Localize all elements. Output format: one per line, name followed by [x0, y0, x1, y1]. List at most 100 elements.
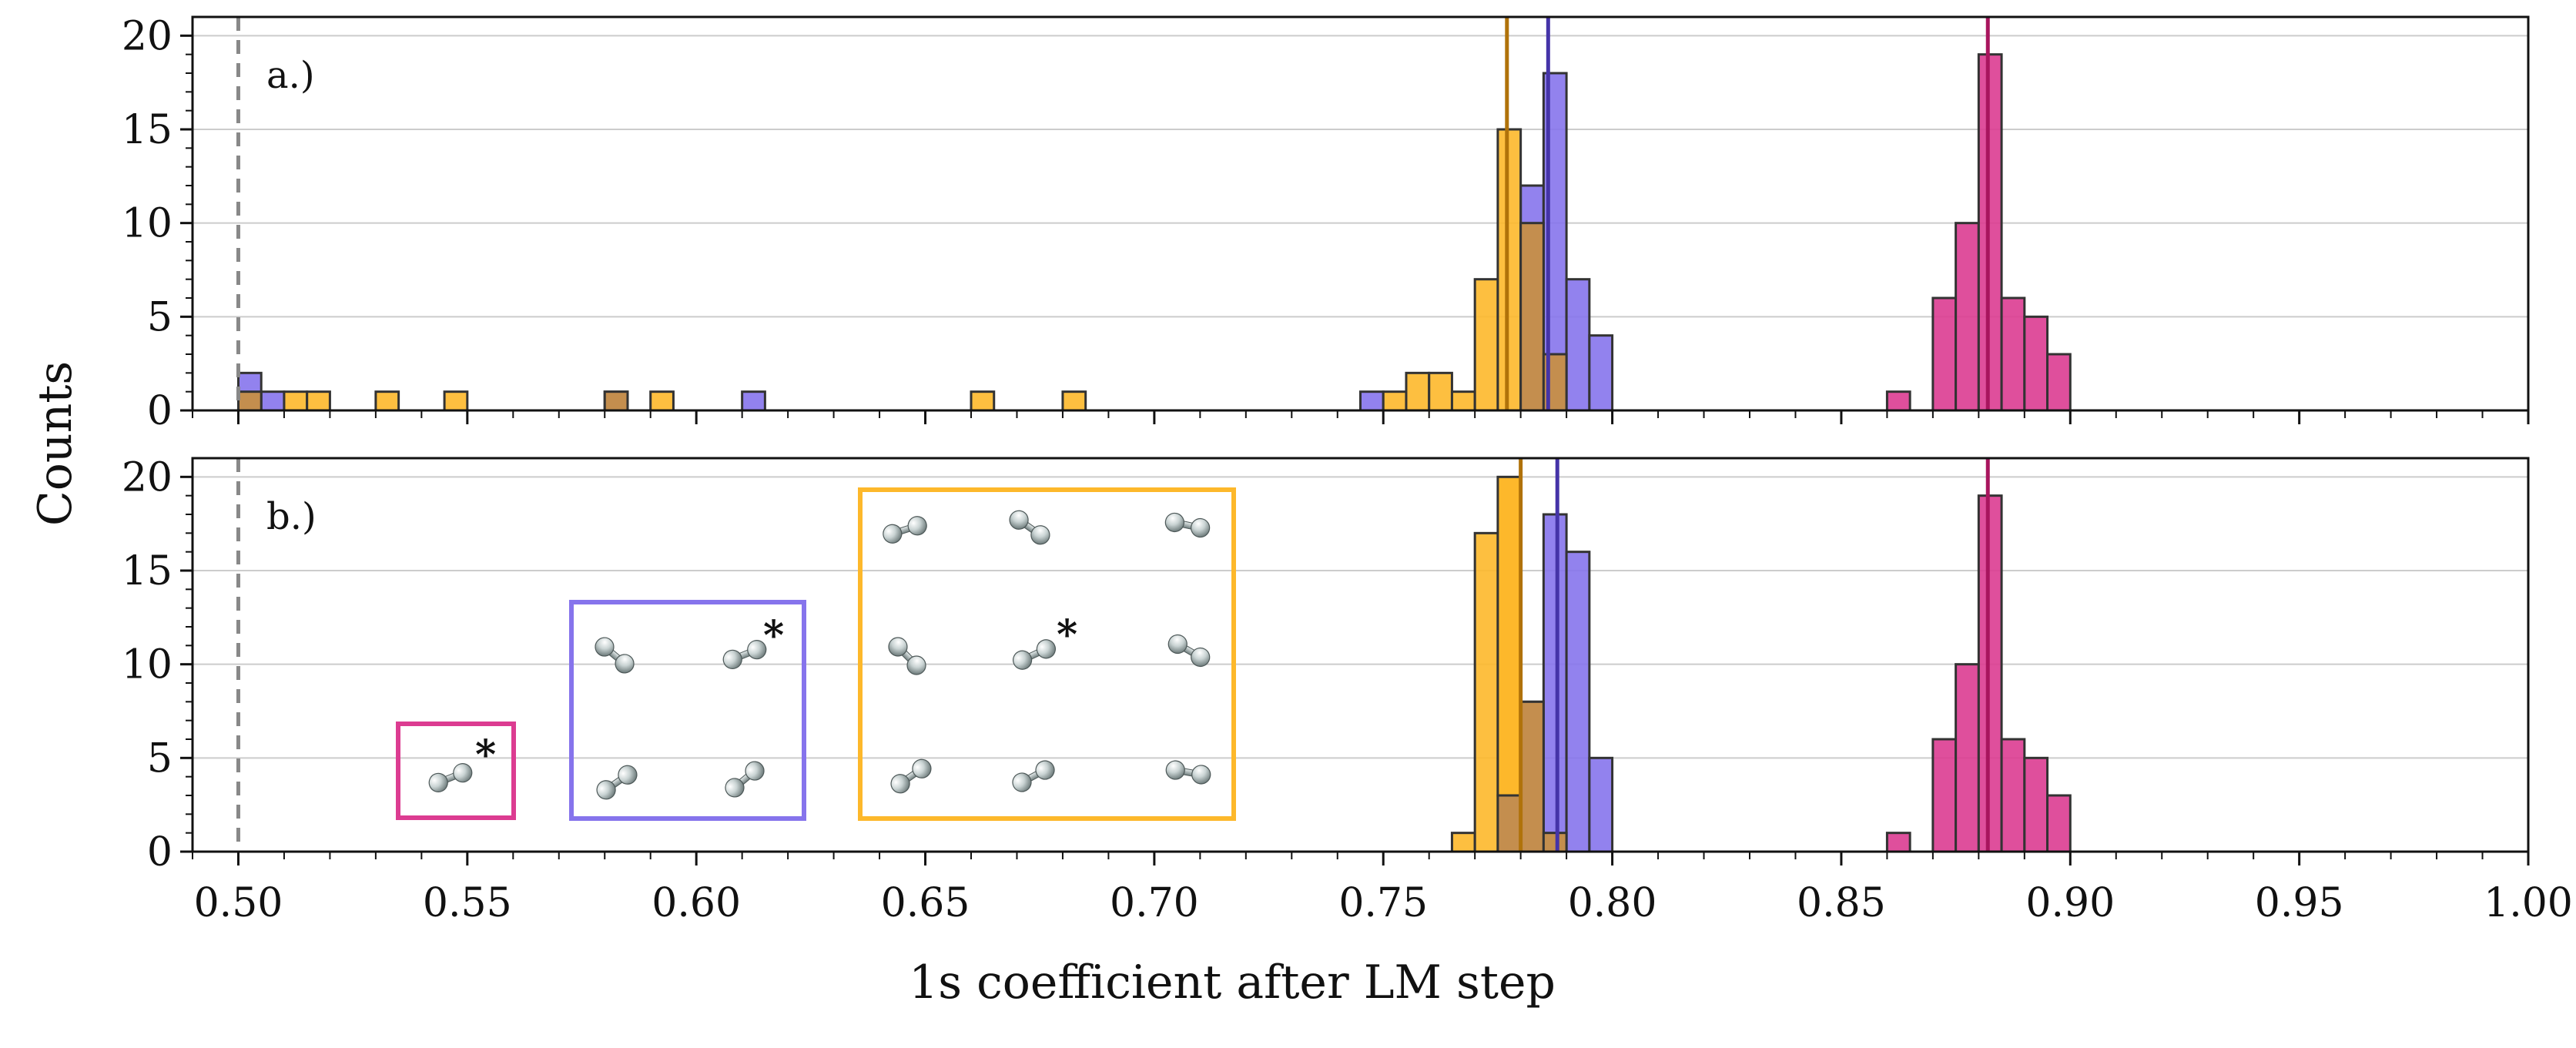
x-tick-label: 0.85 [1797, 880, 1886, 926]
bar-orange [1473, 278, 1499, 412]
y-tick-label: 15 [122, 548, 173, 594]
h2-molecule-icon [722, 640, 767, 669]
panel-b-gridlines [193, 476, 2528, 759]
bar-purple [1588, 334, 1614, 412]
h2-molecule-icon [890, 758, 932, 794]
bar-pink [1931, 296, 1958, 412]
x-tick-label: 0.65 [881, 880, 970, 926]
bar-pink [1885, 390, 1911, 412]
y-tick-label: 20 [122, 454, 173, 501]
x-tick-label: 0.60 [652, 880, 741, 926]
bar-purple [260, 390, 286, 412]
bar-overlap [603, 390, 629, 412]
y-axis-label: Counts [28, 361, 82, 526]
bar-pink [1977, 53, 2003, 412]
h2-molecule-icon [1012, 639, 1057, 670]
bar-overlap [236, 390, 263, 412]
bar-orange [374, 390, 400, 412]
x-tick-label: 0.70 [1110, 880, 1199, 926]
bar-purple [1542, 513, 1568, 853]
panel-b-frame [191, 457, 2530, 853]
h2-molecule-icon [428, 763, 473, 792]
bar-orange [970, 390, 996, 412]
y-tick-label: 15 [122, 107, 173, 153]
bar-orange [283, 390, 309, 412]
x-tick-label: 0.55 [423, 880, 512, 926]
h2-molecule-icon [596, 765, 638, 800]
panel-b-label: b.) [266, 495, 317, 538]
pink-box-star: * [475, 732, 496, 778]
bar-purple [741, 390, 766, 412]
y-tick-label: 10 [122, 201, 173, 247]
orange-box-star: * [1057, 611, 1077, 658]
purple-config-box [569, 600, 806, 821]
bar-pink [2046, 794, 2072, 853]
bar-orange [1061, 390, 1087, 412]
bar-overlap [1496, 794, 1522, 853]
h2-molecule-icon [1167, 634, 1211, 668]
bar-orange [1496, 475, 1522, 797]
y-tick-label: 5 [147, 735, 173, 782]
x-tick-label: 0.90 [2025, 880, 2115, 926]
panel-a-gridlines [193, 35, 2528, 318]
panel-b-x-ticks [192, 852, 2530, 866]
h2-molecule-icon [1164, 512, 1211, 538]
y-tick-label: 10 [122, 642, 173, 688]
h2-molecule-icon [1009, 510, 1050, 545]
bar-purple [1588, 756, 1614, 853]
panel-a-frame [191, 15, 2530, 412]
bar-pink [2000, 738, 2026, 853]
bar-pink [2000, 296, 2026, 412]
x-axis-label: 1s coefficient after LM step [909, 956, 1556, 1009]
bar-overlap [1542, 832, 1568, 853]
h2-molecule-icon [883, 516, 927, 544]
panel-b-mean-lines [1519, 458, 1990, 852]
panel-a-mean-lines [1505, 17, 1990, 410]
panel-a-y-ticks: 0 5 10 15 20 [122, 13, 193, 434]
orange-config-box [858, 487, 1236, 821]
h2-molecules [428, 510, 1211, 800]
panel-b-y-ticks: 0 5 10 15 20 [122, 454, 193, 876]
bar-pink [2023, 315, 2049, 412]
y-tick-label: 0 [147, 388, 173, 434]
configuration-insets: * * * [396, 487, 1236, 821]
panel-a-label: a.) [266, 54, 315, 97]
bar-orange [1473, 531, 1499, 853]
purple-box-star: * [763, 612, 784, 659]
x-tick-label: 1.00 [2484, 880, 2573, 926]
h2-molecule-icon [595, 637, 635, 674]
bar-pink [1955, 222, 1980, 412]
bar-pink [1931, 738, 1958, 853]
bar-purple [1359, 390, 1385, 412]
panel-a-x-ticks [192, 410, 2530, 424]
h2-molecule-icon [1012, 760, 1055, 792]
bar-orange [1450, 832, 1476, 853]
h2-molecule-icon [725, 761, 765, 798]
bar-orange [443, 390, 469, 412]
bar-orange [1450, 390, 1476, 412]
x-tick-labels: 0.50 0.55 0.60 0.65 0.70 0.75 0.80 0.85 0.90 0.95… [194, 880, 2573, 926]
bar-orange [649, 390, 675, 412]
bar-overlap [1519, 222, 1545, 412]
bar-overlap [1519, 700, 1545, 853]
h2-molecule-icon [1165, 760, 1211, 785]
bar-pink [1885, 832, 1911, 853]
panel-b: 0 5 10 15 20 b.) * * * [122, 454, 2530, 876]
bar-pink [1977, 494, 2003, 853]
bar-purple [1565, 278, 1591, 412]
y-tick-label: 5 [147, 294, 173, 340]
y-tick-label: 0 [147, 829, 173, 876]
bar-orange [306, 390, 331, 412]
bar-orange [1428, 371, 1453, 412]
bar-purple [1565, 551, 1591, 853]
panel-a: 0 5 10 15 20 a.) [122, 13, 2530, 434]
bar-pink [2046, 353, 2072, 412]
x-tick-label: 0.50 [194, 880, 283, 926]
bar-pink [2023, 756, 2049, 853]
h2-molecule-icon [888, 637, 926, 675]
x-tick-label: 0.95 [2255, 880, 2344, 926]
bar-orange [1382, 390, 1408, 412]
x-tick-label: 0.75 [1338, 880, 1428, 926]
bar-orange [1496, 128, 1522, 412]
